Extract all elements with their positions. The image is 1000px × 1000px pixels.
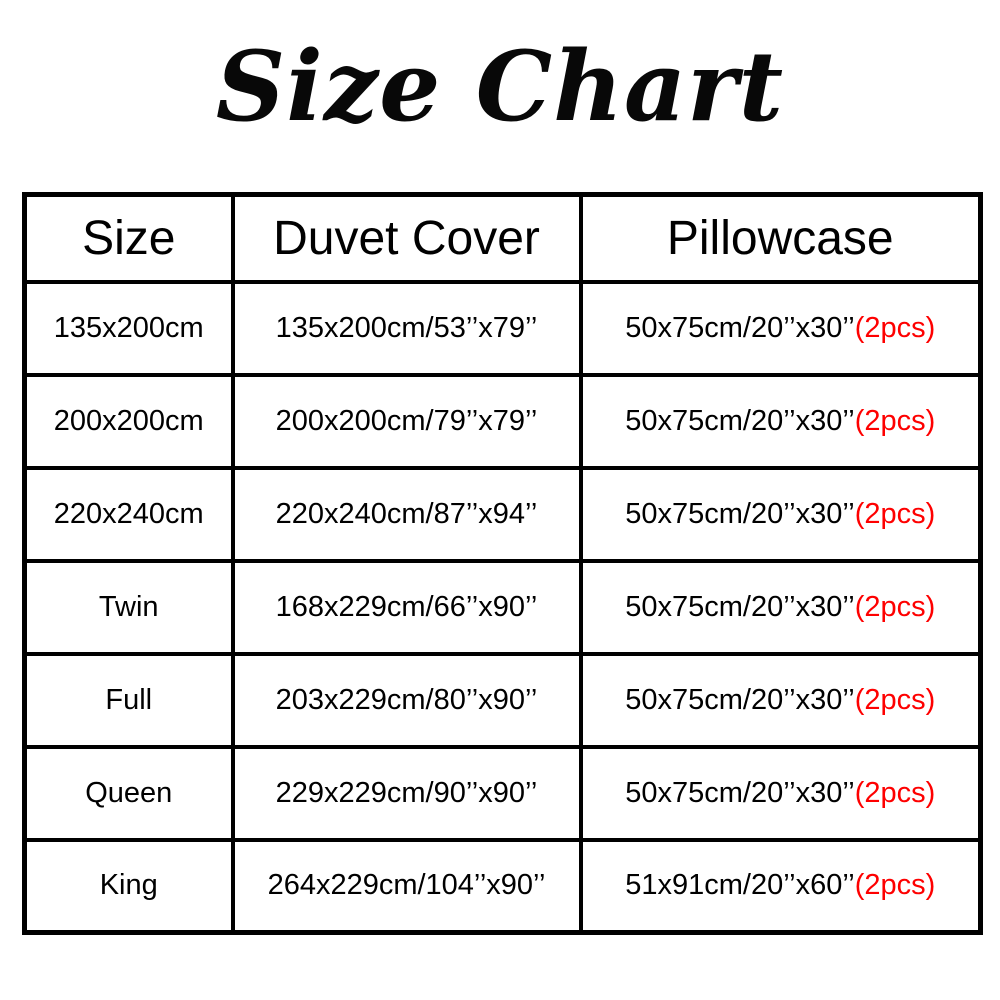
duvet-cover-cell: 229x229cm/90’’x90’’ bbox=[230, 744, 583, 842]
pillowcase-size: 50x75cm/20’’x30’’ bbox=[625, 590, 855, 623]
table-row: Full 203x229cm/80’’x90’’ 50x75cm/20’’x30… bbox=[22, 651, 983, 749]
size-cell: 135x200cm bbox=[22, 279, 235, 377]
duvet-cover-cell: 203x229cm/80’’x90’’ bbox=[230, 651, 583, 749]
size-cell: 220x240cm bbox=[22, 465, 235, 563]
size-cell: 200x200cm bbox=[22, 372, 235, 470]
size-cell: Queen bbox=[22, 744, 235, 842]
pillowcase-cell: 50x75cm/20’’x30’’(2pcs) bbox=[578, 279, 983, 377]
table-row: Queen 229x229cm/90’’x90’’ 50x75cm/20’’x3… bbox=[22, 744, 983, 842]
table-body: 135x200cm 135x200cm/53’’x79’’ 50x75cm/20… bbox=[22, 279, 983, 935]
pillowcase-qty-note: (2pcs) bbox=[854, 311, 936, 344]
pillowcase-cell: 50x75cm/20’’x30’’(2pcs) bbox=[578, 372, 983, 470]
duvet-cover-cell: 264x229cm/104’’x90’’ bbox=[230, 837, 583, 935]
size-chart-table: Size Duvet Cover Pillowcase 135x200cm 13… bbox=[22, 192, 983, 935]
header-cell-pillowcase: Pillowcase bbox=[578, 192, 983, 284]
pillowcase-cell: 50x75cm/20’’x30’’(2pcs) bbox=[578, 465, 983, 563]
pillowcase-cell: 50x75cm/20’’x30’’(2pcs) bbox=[578, 558, 983, 656]
pillowcase-qty-note: (2pcs) bbox=[854, 869, 936, 902]
pillowcase-qty-note: (2pcs) bbox=[854, 497, 936, 530]
pillowcase-size: 50x75cm/20’’x30’’ bbox=[625, 776, 855, 809]
pillowcase-cell: 51x91cm/20’’x60’’(2pcs) bbox=[578, 837, 983, 935]
page-title: Size Chart bbox=[215, 30, 785, 143]
size-cell: Full bbox=[22, 651, 235, 749]
pillowcase-qty-note: (2pcs) bbox=[854, 404, 936, 437]
table-row: 220x240cm 220x240cm/87’’x94’’ 50x75cm/20… bbox=[22, 465, 983, 563]
pillowcase-size: 50x75cm/20’’x30’’ bbox=[625, 404, 855, 437]
duvet-cover-cell: 168x229cm/66’’x90’’ bbox=[230, 558, 583, 656]
size-cell: Twin bbox=[22, 558, 235, 656]
table-row: 200x200cm 200x200cm/79’’x79’’ 50x75cm/20… bbox=[22, 372, 983, 470]
pillowcase-cell: 50x75cm/20’’x30’’(2pcs) bbox=[578, 651, 983, 749]
pillowcase-qty-note: (2pcs) bbox=[854, 683, 936, 716]
pillowcase-cell: 50x75cm/20’’x30’’(2pcs) bbox=[578, 744, 983, 842]
duvet-cover-cell: 220x240cm/87’’x94’’ bbox=[230, 465, 583, 563]
duvet-cover-cell: 200x200cm/79’’x79’’ bbox=[230, 372, 583, 470]
pillowcase-qty-note: (2pcs) bbox=[854, 590, 936, 623]
header-row: Size Duvet Cover Pillowcase bbox=[22, 192, 983, 284]
header-cell-duvet-cover: Duvet Cover bbox=[230, 192, 583, 284]
size-cell: King bbox=[22, 837, 235, 935]
table-row: 135x200cm 135x200cm/53’’x79’’ 50x75cm/20… bbox=[22, 279, 983, 377]
pillowcase-size: 50x75cm/20’’x30’’ bbox=[625, 497, 855, 530]
pillowcase-size: 50x75cm/20’’x30’’ bbox=[625, 683, 855, 716]
table-header: Size Duvet Cover Pillowcase bbox=[22, 192, 983, 284]
header-cell-size: Size bbox=[22, 192, 235, 284]
duvet-cover-cell: 135x200cm/53’’x79’’ bbox=[230, 279, 583, 377]
pillowcase-size: 51x91cm/20’’x60’’ bbox=[625, 869, 855, 902]
table-row: King 264x229cm/104’’x90’’ 51x91cm/20’’x6… bbox=[22, 837, 983, 935]
table-row: Twin 168x229cm/66’’x90’’ 50x75cm/20’’x30… bbox=[22, 558, 983, 656]
pillowcase-qty-note: (2pcs) bbox=[854, 776, 936, 809]
pillowcase-size: 50x75cm/20’’x30’’ bbox=[625, 311, 855, 344]
